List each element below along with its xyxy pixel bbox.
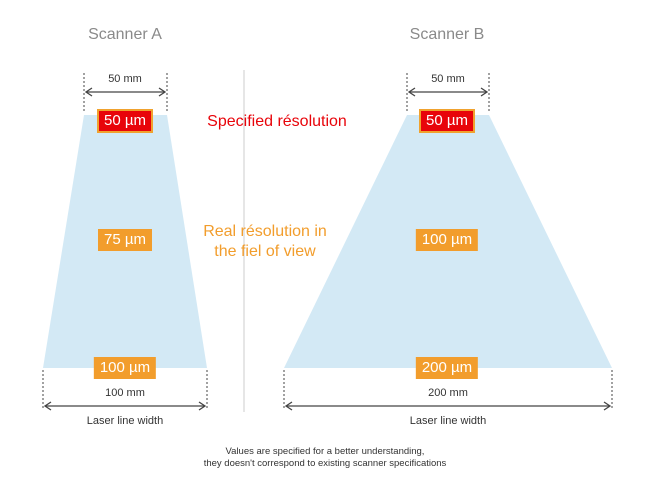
scanner-a-laser-caption: Laser line width <box>86 415 164 427</box>
scanner-b-title: Scanner B <box>409 26 485 43</box>
scanner-a-top-width-label: 50 mm <box>108 73 142 85</box>
scanner-b-top-dimension <box>406 73 490 112</box>
scanner-a-mid-resolution-badge: 75 µm <box>98 229 152 251</box>
scanner-b-specified-resolution-badge: 50 µm <box>421 111 473 131</box>
scanner-b-bottom-resolution-badge: 200 µm <box>415 357 479 379</box>
real-resolution-label: Real résolution in the fiel of view <box>185 222 345 262</box>
scanner-a-specified-resolution-badge: 50 µm <box>99 111 151 131</box>
scanner-b-mid-resolution-badge: 100 µm <box>415 229 479 251</box>
scanner-b-top-width-label: 50 mm <box>431 73 465 85</box>
footnote: Values are specified for a better unders… <box>125 446 525 470</box>
scanner-b-bottom-dimension <box>283 370 613 411</box>
scanner-b-bottom-width-label: 200 mm <box>428 387 468 399</box>
scanner-a-bottom-dimension <box>42 370 208 411</box>
real-resolution-line-1: Real résolution in <box>203 223 327 240</box>
real-resolution-line-2: the fiel of view <box>214 243 316 260</box>
scanner-a-top-dimension <box>83 73 168 112</box>
scanner-a-bottom-width-label: 100 mm <box>105 387 145 399</box>
scanner-b-laser-caption: Laser line width <box>409 415 487 427</box>
scanner-a-title: Scanner A <box>88 26 162 43</box>
specified-resolution-label: Specified résolution <box>207 113 347 130</box>
scanner-a-bottom-resolution-badge: 100 µm <box>93 357 157 379</box>
footnote-line-2: they doesn't correspond to existing scan… <box>203 458 447 469</box>
footnote-line-1: Values are specified for a better unders… <box>225 446 425 457</box>
